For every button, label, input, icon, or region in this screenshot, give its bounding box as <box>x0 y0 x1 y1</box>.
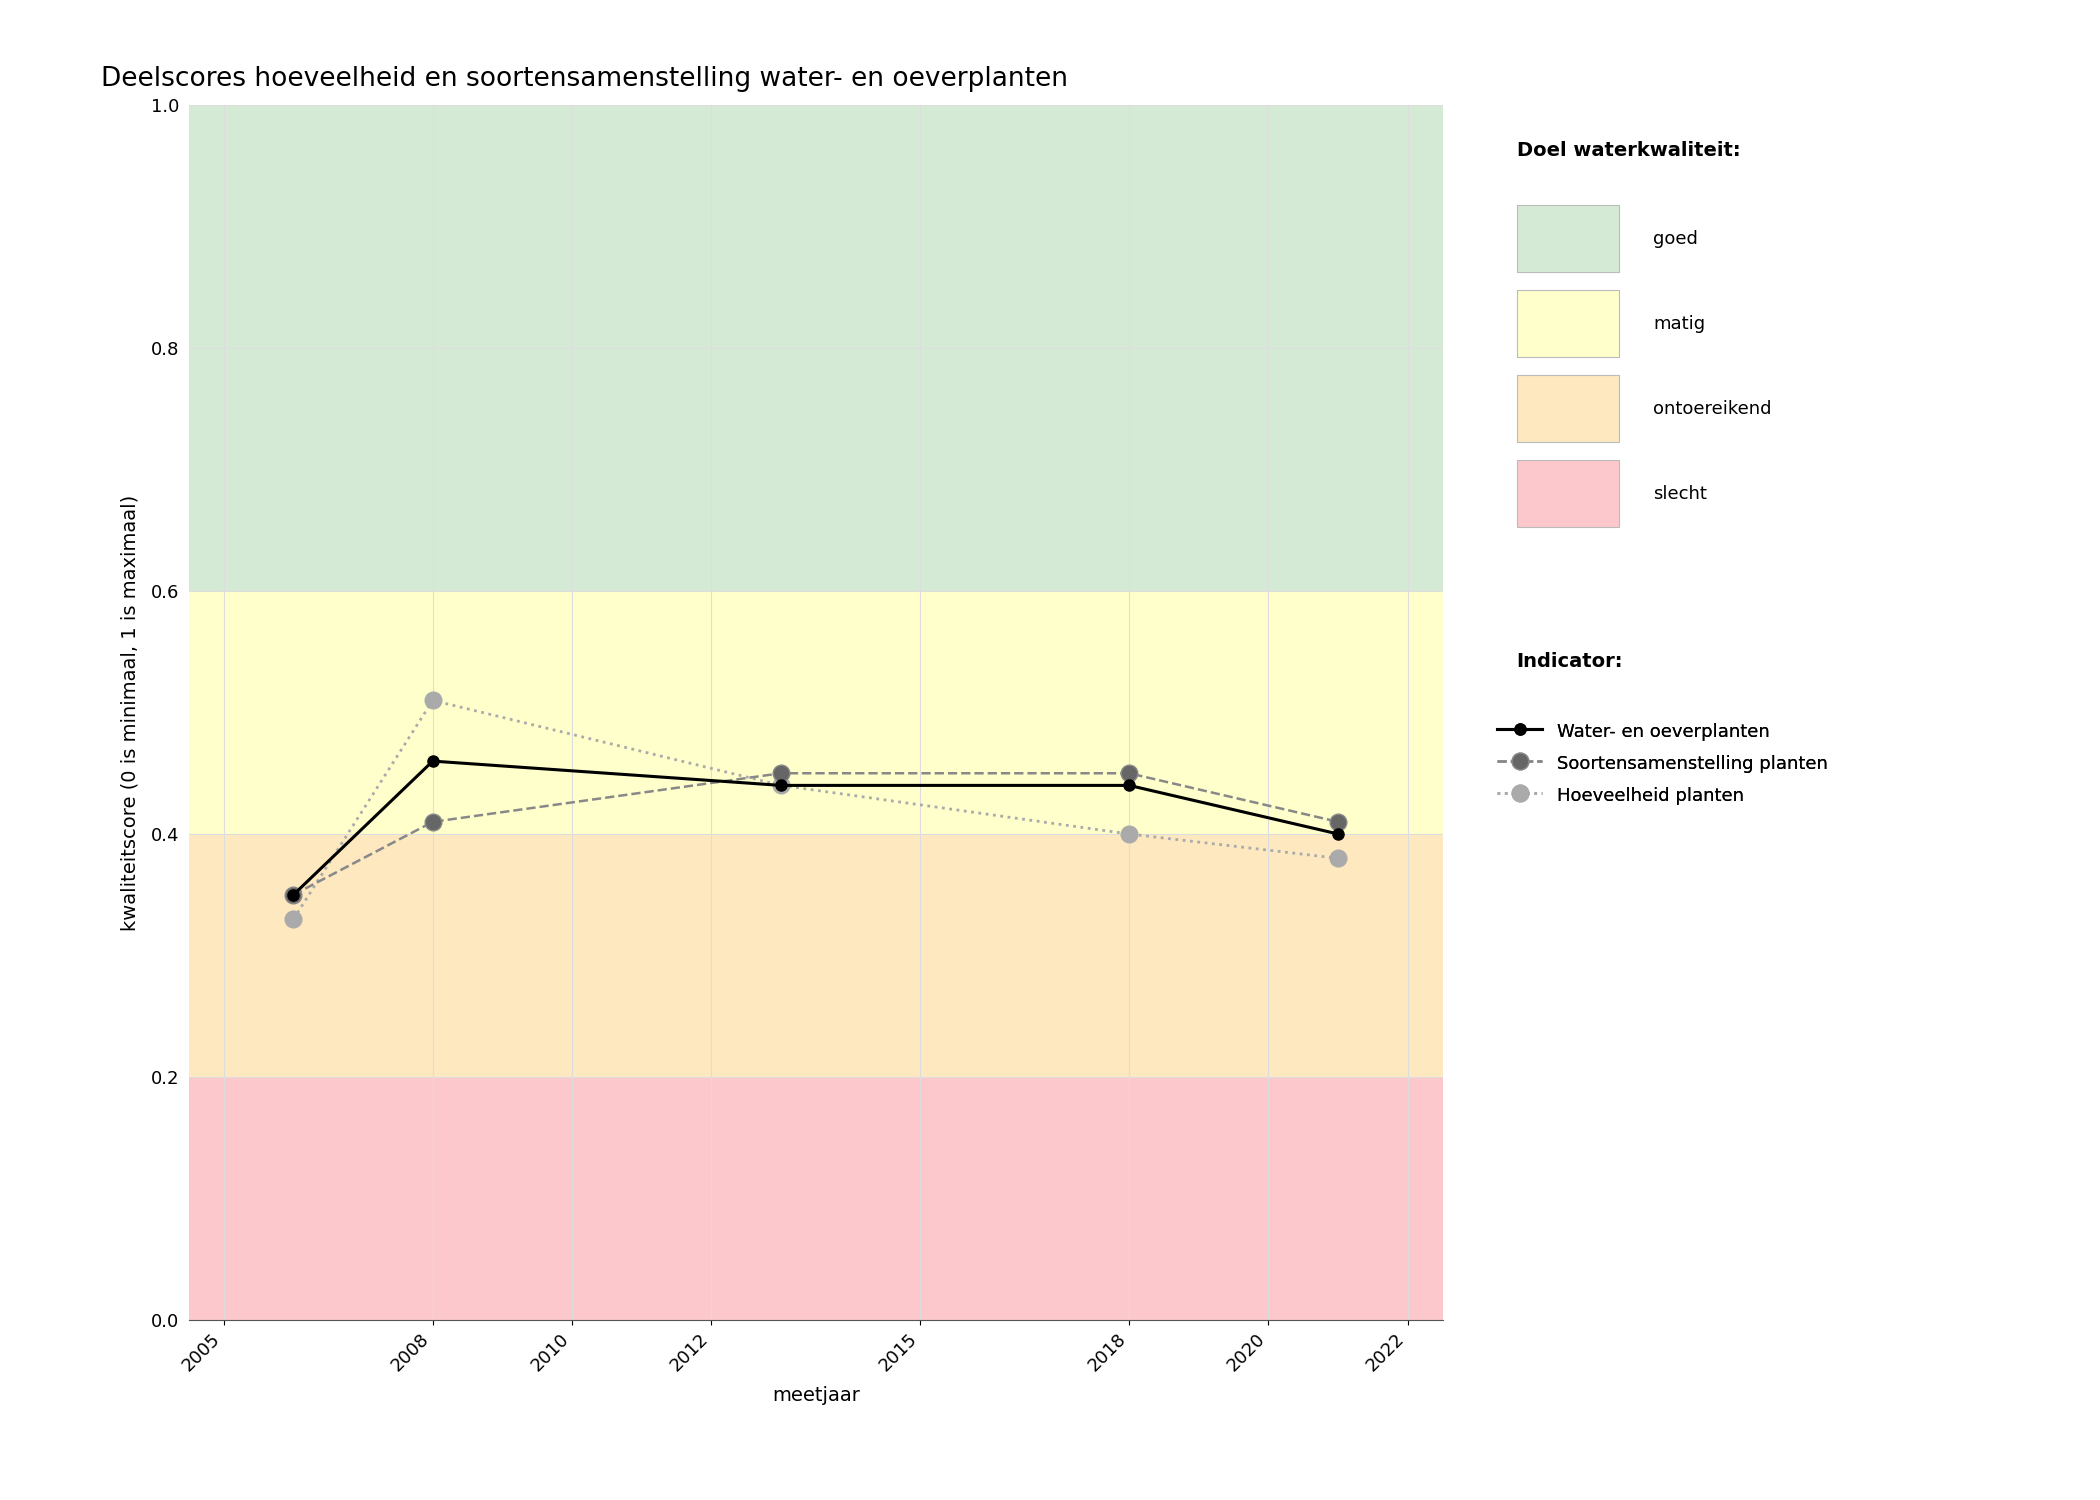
FancyBboxPatch shape <box>1516 460 1619 526</box>
FancyBboxPatch shape <box>1516 375 1619 442</box>
Bar <box>189 105 1443 591</box>
Text: Doel waterkwaliteit:: Doel waterkwaliteit: <box>1516 141 1741 160</box>
Text: ontoereikend: ontoereikend <box>1653 400 1772 417</box>
Y-axis label: kwaliteitscore (0 is minimaal, 1 is maximaal): kwaliteitscore (0 is minimaal, 1 is maxi… <box>120 495 141 930</box>
FancyBboxPatch shape <box>1516 206 1619 272</box>
Bar <box>189 1077 1443 1320</box>
Bar <box>189 591 1443 834</box>
Text: slecht: slecht <box>1653 484 1707 502</box>
Text: matig: matig <box>1653 315 1705 333</box>
Text: Indicator:: Indicator: <box>1516 651 1623 670</box>
Text: Deelscores hoeveelheid en soortensamenstelling water- en oeverplanten: Deelscores hoeveelheid en soortensamenst… <box>101 66 1069 92</box>
Legend: Water- en oeverplanten, Soortensamenstelling planten, Hoeveelheid planten: Water- en oeverplanten, Soortensamenstel… <box>1497 722 1827 806</box>
Bar <box>189 834 1443 1077</box>
FancyBboxPatch shape <box>1516 291 1619 357</box>
Text: goed: goed <box>1653 230 1699 248</box>
X-axis label: meetjaar: meetjaar <box>773 1386 859 1406</box>
